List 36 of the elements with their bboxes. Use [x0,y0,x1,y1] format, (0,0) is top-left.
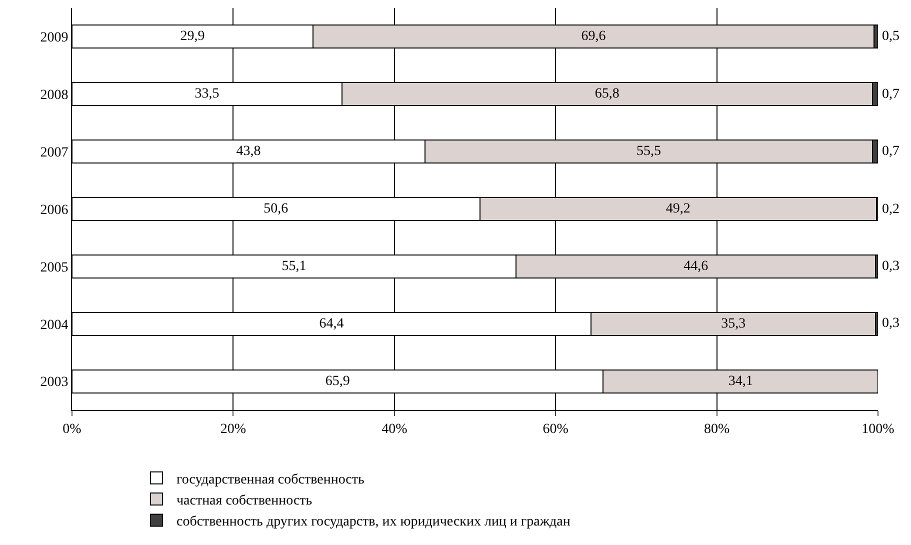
data-label: 49,2 [666,202,690,216]
data-label: 34,1 [728,374,753,389]
x-tick-label: 60% [542,422,569,437]
data-label: 0,3 [882,316,900,331]
data-label: 0,7 [882,87,900,102]
y-tick-label: 2003 [40,375,68,390]
x-tick-label: 80% [704,422,730,437]
data-label: 55,5 [636,144,661,160]
data-label: 44,6 [684,258,708,274]
x-tick-label: 40% [382,422,408,437]
legend-label: частная собственность [176,494,312,509]
y-tick-label: 2006 [40,202,68,218]
data-label: 50,6 [264,202,288,216]
data-label: 43,8 [236,144,261,160]
data-label: 65,9 [325,374,350,389]
x-tick-label: 0% [62,422,82,437]
data-label: 0,3 [882,259,900,274]
y-tick-label: 2007 [40,145,68,160]
x-tick-label: 20% [220,422,246,437]
y-tick-label: 2009 [40,30,68,46]
y-tick-label: 2005 [40,260,68,276]
data-label: 29,9 [180,29,205,44]
data-label: 0,7 [882,144,900,159]
data-label: 33,5 [194,86,220,102]
legend-label: государственная собственность [176,472,364,488]
y-tick-label: 2008 [40,88,68,104]
x-tick-label: 100% [862,422,895,437]
data-label: 35,3 [721,316,746,332]
legend-label: собственность других государств, их юридических лиц и граждан [176,514,571,530]
data-label: 55,1 [282,258,306,274]
data-label: 64,4 [319,316,344,332]
data-label: 69,6 [581,29,606,44]
data-label: 0,2 [882,202,900,217]
data-label: 65,8 [594,86,620,102]
y-tick-label: 2004 [40,318,68,333]
data-label: 0,5 [882,29,900,44]
